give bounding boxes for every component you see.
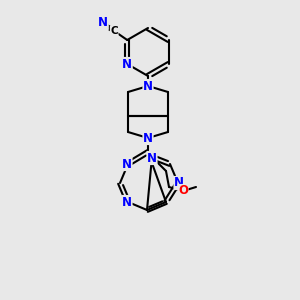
Text: N: N — [147, 152, 157, 164]
Text: O: O — [178, 184, 188, 197]
Text: N: N — [98, 16, 108, 29]
Text: N: N — [143, 131, 153, 145]
Text: N: N — [174, 176, 184, 190]
Text: N: N — [122, 196, 132, 208]
Text: N: N — [122, 58, 132, 70]
Text: C: C — [110, 26, 118, 36]
Text: N: N — [122, 158, 132, 170]
Text: N: N — [143, 80, 153, 92]
